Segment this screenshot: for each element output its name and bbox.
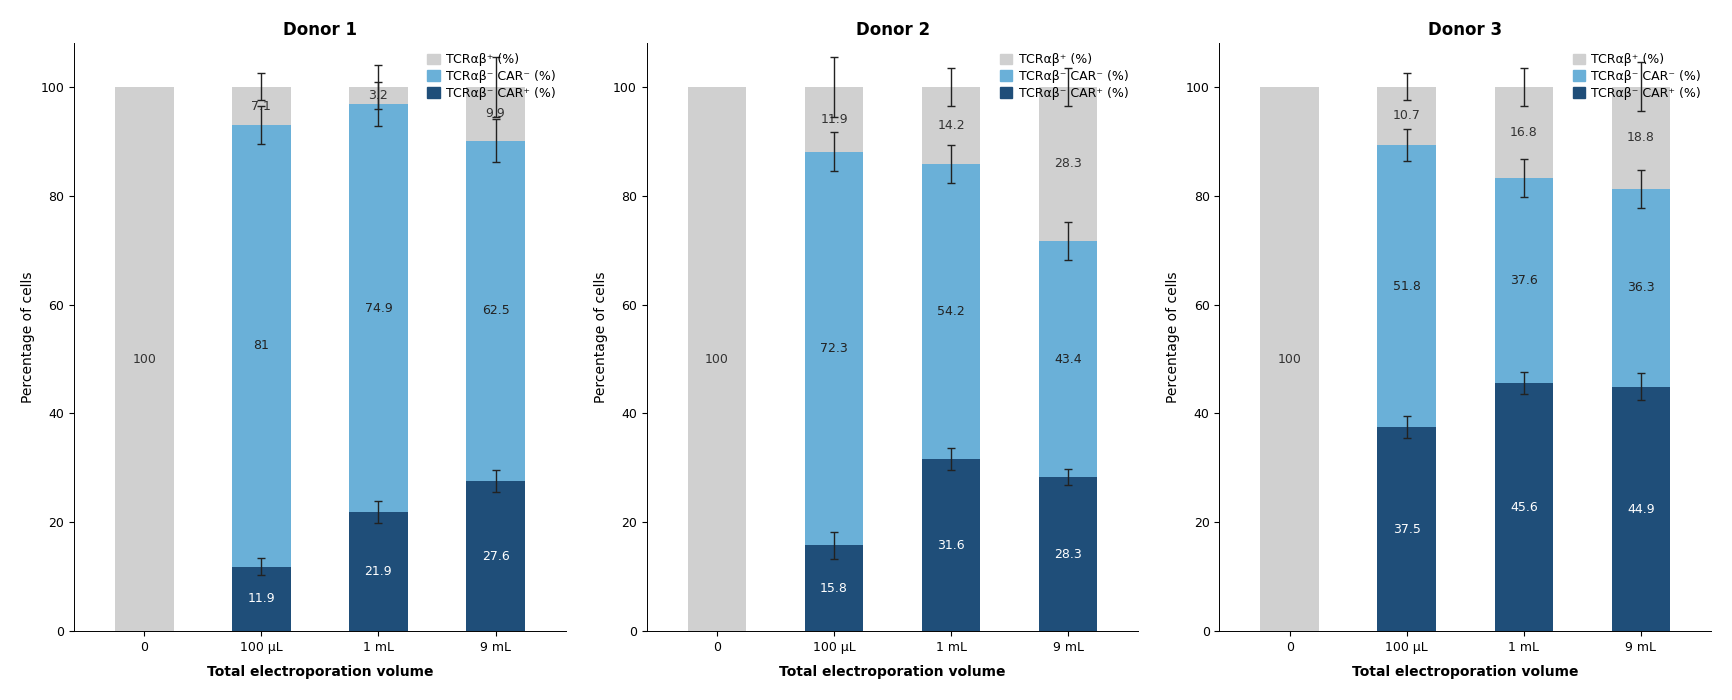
Text: 100: 100 <box>1278 353 1301 365</box>
Text: 11.9: 11.9 <box>821 113 849 125</box>
Bar <box>1377 427 1436 631</box>
Y-axis label: Percentage of cells: Percentage of cells <box>594 272 608 403</box>
Bar <box>805 151 863 545</box>
Text: 62.5: 62.5 <box>481 304 509 317</box>
Bar <box>350 512 407 631</box>
Bar <box>1377 87 1436 145</box>
Text: 15.8: 15.8 <box>819 582 849 595</box>
Bar <box>1261 87 1320 631</box>
Bar <box>1495 178 1554 383</box>
Text: 72.3: 72.3 <box>821 342 849 355</box>
Text: 100: 100 <box>705 353 729 365</box>
Bar <box>805 545 863 631</box>
Bar <box>805 87 863 151</box>
Bar <box>688 87 746 631</box>
X-axis label: Total electroporation volume: Total electroporation volume <box>779 665 1006 679</box>
Bar <box>350 104 407 512</box>
Legend: TCRαβ⁺ (%), TCRαβ⁻ CAR⁻ (%), TCRαβ⁻ CAR⁺ (%): TCRαβ⁺ (%), TCRαβ⁻ CAR⁻ (%), TCRαβ⁻ CAR⁺… <box>996 50 1133 104</box>
Bar <box>466 87 525 141</box>
Bar <box>1495 87 1554 178</box>
Bar <box>1377 145 1436 427</box>
Text: 3.2: 3.2 <box>369 89 388 102</box>
Bar <box>1612 189 1670 387</box>
Text: 45.6: 45.6 <box>1510 500 1538 514</box>
Bar <box>1039 87 1098 241</box>
Bar <box>1495 383 1554 631</box>
Legend: TCRαβ⁺ (%), TCRαβ⁻ CAR⁻ (%), TCRαβ⁻ CAR⁺ (%): TCRαβ⁺ (%), TCRαβ⁻ CAR⁻ (%), TCRαβ⁻ CAR⁺… <box>1569 50 1704 104</box>
Text: 10.7: 10.7 <box>1393 109 1420 122</box>
Bar <box>1039 477 1098 631</box>
Bar <box>232 125 291 566</box>
Text: 37.6: 37.6 <box>1510 274 1538 287</box>
Bar <box>1039 241 1098 477</box>
Text: 81: 81 <box>253 340 268 353</box>
Y-axis label: Percentage of cells: Percentage of cells <box>1166 272 1179 403</box>
Text: 31.6: 31.6 <box>937 539 965 552</box>
X-axis label: Total electroporation volume: Total electroporation volume <box>1353 665 1578 679</box>
Text: 100: 100 <box>132 353 156 365</box>
Text: 11.9: 11.9 <box>248 592 275 606</box>
Text: 27.6: 27.6 <box>481 550 509 563</box>
Text: 16.8: 16.8 <box>1510 126 1538 139</box>
Bar <box>466 481 525 631</box>
Bar <box>921 164 980 459</box>
Text: 14.2: 14.2 <box>937 119 965 132</box>
Title: Donor 3: Donor 3 <box>1429 21 1502 38</box>
Bar <box>921 459 980 631</box>
Text: 18.8: 18.8 <box>1626 132 1654 144</box>
Text: 74.9: 74.9 <box>364 302 391 314</box>
Title: Donor 1: Donor 1 <box>282 21 357 38</box>
Bar <box>350 87 407 104</box>
Text: 44.9: 44.9 <box>1626 503 1654 516</box>
Bar <box>114 87 173 631</box>
Bar <box>921 87 980 164</box>
Text: 28.3: 28.3 <box>1055 158 1082 170</box>
Text: 43.4: 43.4 <box>1055 353 1082 365</box>
Bar <box>232 87 291 125</box>
Bar <box>1612 387 1670 631</box>
Text: 28.3: 28.3 <box>1055 548 1082 561</box>
Text: 21.9: 21.9 <box>365 565 391 578</box>
Bar <box>466 141 525 481</box>
Text: 9.9: 9.9 <box>485 107 506 120</box>
Title: Donor 2: Donor 2 <box>856 21 930 38</box>
Text: 36.3: 36.3 <box>1626 281 1654 295</box>
X-axis label: Total electroporation volume: Total electroporation volume <box>206 665 433 679</box>
Legend: TCRαβ⁺ (%), TCRαβ⁻ CAR⁻ (%), TCRαβ⁻ CAR⁺ (%): TCRαβ⁺ (%), TCRαβ⁻ CAR⁻ (%), TCRαβ⁻ CAR⁺… <box>424 50 559 104</box>
Text: 51.8: 51.8 <box>1393 279 1420 293</box>
Bar <box>232 566 291 631</box>
Text: 54.2: 54.2 <box>937 305 965 318</box>
Text: 37.5: 37.5 <box>1393 523 1420 536</box>
Y-axis label: Percentage of cells: Percentage of cells <box>21 272 35 403</box>
Text: 7.1: 7.1 <box>251 99 272 113</box>
Bar <box>1612 87 1670 189</box>
